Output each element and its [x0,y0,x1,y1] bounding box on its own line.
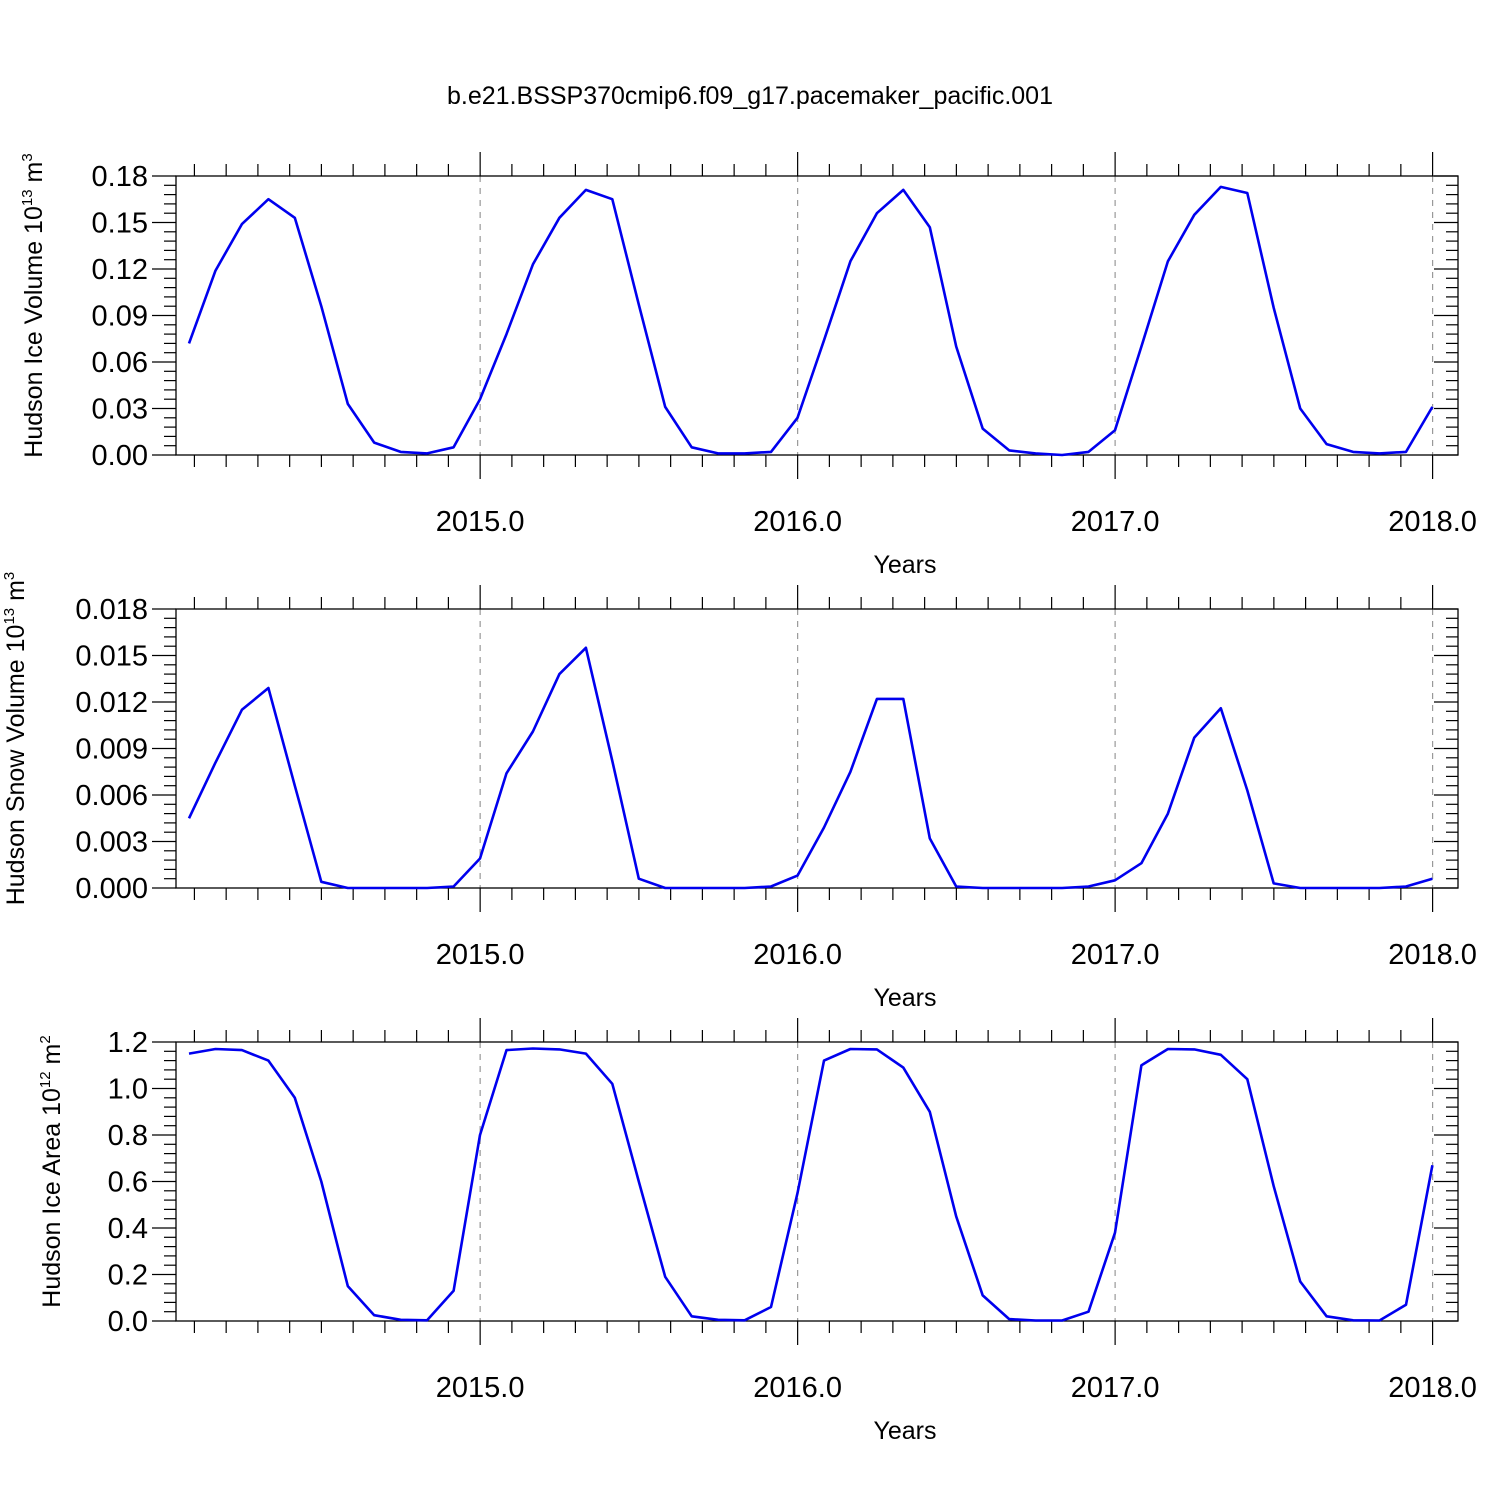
x-tick-label: 2016.0 [753,1372,842,1404]
x-tick-label: 2018.0 [1388,506,1477,538]
panel-2: 0.000 0.003 0.006 0.009 0.012 0.015 0.018 2015.… [1,572,1477,1012]
x-tick-label: 2015.0 [436,506,525,538]
y-tick-label: 0.018 [75,594,148,626]
y-tick-label: 0.15 [92,208,148,240]
y-tick-label: 0.00 [92,440,148,472]
y-tick-label: 0.03 [92,394,148,426]
x-tick-label: 2018.0 [1388,939,1477,971]
x-tick-label: 2017.0 [1071,1372,1160,1404]
x-tick-label: 2018.0 [1388,1372,1477,1404]
panels: 0.00 0.03 0.06 0.09 0.12 0.15 0.18 2015.0 2016.0… [1,152,1477,1445]
y-tick-label: 1.0 [108,1074,148,1106]
y-tick-label: 0.8 [108,1120,148,1152]
y-tick-label: 0.000 [75,873,148,905]
y-axis-title: Hudson Snow Volume 1013 m3 [1,572,30,906]
y-tick-label: 0.6 [108,1167,148,1199]
x-tick-label: 2015.0 [436,1372,525,1404]
x-tick-label: 2015.0 [436,939,525,971]
y-tick-label: 1.2 [108,1027,148,1059]
x-axis-title: Years [873,984,936,1012]
y-tick-label: 0.003 [75,827,148,859]
y-tick-label: 0.2 [108,1260,148,1292]
y-tick-label: 0.18 [92,161,148,193]
y-tick-label: 0.06 [92,347,148,379]
plot-frame [175,1041,1459,1322]
y-tick-label: 0.0 [108,1306,148,1338]
y-tick-label: 0.09 [92,301,148,333]
panel-1: 0.00 0.03 0.06 0.09 0.12 0.15 0.18 2015.0 2016.0… [19,152,1477,579]
series-line [187,646,1433,890]
chart-title: b.e21.BSSP370cmip6.f09_g17.pacemaker_pac… [447,82,1053,110]
y-tick-label: 0.015 [75,641,148,673]
x-tick-label: 2017.0 [1071,939,1160,971]
y-tick-label: 0.4 [108,1213,148,1245]
plot-frame [175,175,1459,456]
y-axis-title: Hudson Ice Area 1012 m2 [37,1035,66,1307]
series-line [188,1047,1434,1322]
x-axis-title: Years [873,1417,936,1445]
series-line [187,185,1434,457]
x-tick-label: 2016.0 [753,506,842,538]
x-tick-label: 2017.0 [1071,506,1160,538]
y-axis-title: Hudson Ice Volume 1013 m3 [19,153,48,457]
y-tick-label: 0.12 [92,254,148,286]
x-tick-label: 2016.0 [753,939,842,971]
y-tick-label: 0.012 [75,687,148,719]
plot-frame [175,608,1459,889]
panel-3: 0.0 0.2 0.4 0.6 0.8 1.0 1.2 2015.0 2016.0 2017.0 2… [37,1018,1477,1445]
y-tick-label: 0.006 [75,780,148,812]
x-axis-title: Years [873,551,936,579]
y-tick-label: 0.009 [75,734,148,766]
